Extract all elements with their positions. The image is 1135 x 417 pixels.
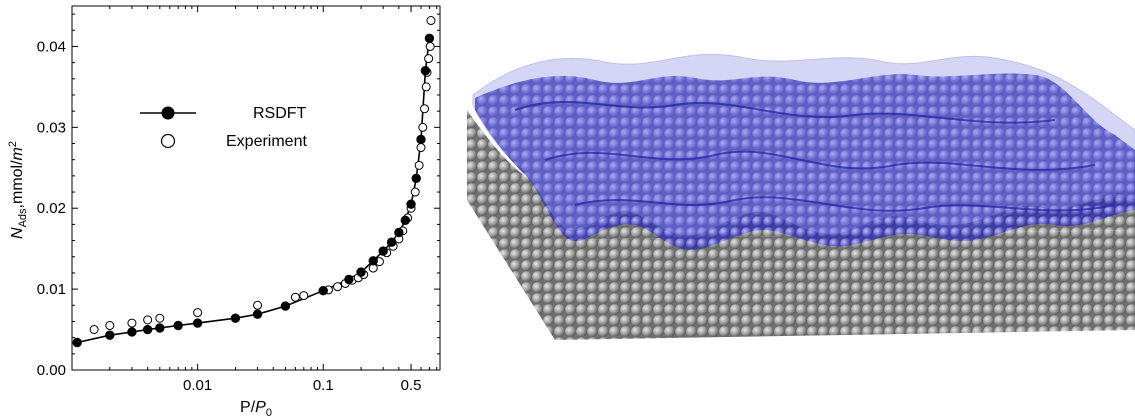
translucent-film	[472, 53, 1135, 237]
film-contour-2	[544, 150, 1096, 171]
rsdft-point	[356, 267, 366, 277]
rsdft-point	[420, 66, 431, 76]
experiment-point	[143, 315, 153, 325]
x-tick-label: 0.01	[183, 377, 212, 394]
experiment-point	[127, 318, 137, 328]
y-axis-title: NAds,mmol/m2	[7, 141, 29, 239]
experiment-point	[425, 41, 435, 51]
experiment-point	[416, 143, 426, 153]
experiment-point	[426, 16, 436, 26]
axis-titles: P/P0 NAds,mmol/m2	[7, 141, 272, 417]
substrate-top-surface	[467, 110, 1135, 241]
experiment-point	[421, 82, 431, 92]
experiment-point	[420, 104, 430, 114]
y-tick-label: 0.01	[37, 281, 66, 298]
rsdft-point	[406, 199, 416, 209]
y-tick-label: 0.02	[37, 200, 66, 217]
experiment-point	[414, 160, 424, 170]
x-tick-label: 0.5	[401, 377, 422, 394]
rsdft-series-line	[77, 38, 431, 344]
rsdft-point	[105, 330, 115, 340]
experiment-point	[105, 321, 115, 331]
rsdft-point	[411, 173, 421, 183]
rsdft-point	[230, 313, 241, 323]
rsdft-point	[386, 237, 397, 247]
x-tick-label: 0.1	[313, 377, 334, 394]
rsdft-point	[400, 215, 411, 226]
experiment-point	[418, 122, 428, 132]
y-tick-label: 0.04	[37, 38, 66, 55]
experiment-point	[253, 300, 263, 310]
rsdft-point	[192, 318, 203, 328]
y-tick-label: 0.00	[37, 362, 66, 379]
experiment-point	[290, 292, 300, 302]
rsdft-point	[416, 134, 426, 145]
experiment-point	[410, 187, 420, 197]
rsdft-point	[280, 301, 291, 311]
rsdft-point	[155, 323, 165, 333]
substrate-left-face	[467, 110, 555, 340]
rsdft-point	[173, 320, 183, 331]
adsorption-isotherm-chart: 0.00 0.01 0.02 0.03 0.04 0.01 0.1 0.5 RSDFT Expe…	[7, 5, 441, 417]
rsdft-point	[252, 309, 263, 319]
rsdft-point	[127, 327, 137, 337]
chart-frame	[71, 5, 441, 371]
rsdft-point	[394, 227, 404, 238]
legend: RSDFT Experiment	[140, 105, 307, 150]
x-axis-title: P/P0	[240, 399, 272, 417]
experiment-point	[333, 282, 343, 292]
rsdft-point	[344, 274, 354, 285]
experiment-point	[155, 313, 165, 323]
legend-rsdft-marker	[161, 106, 175, 120]
legend-experiment-label: Experiment	[226, 133, 307, 150]
rsdft-line-layer	[77, 38, 431, 344]
film-contour-3	[574, 196, 1116, 212]
chart-ticks: 0.00 0.01 0.02 0.03 0.04 0.01 0.1 0.5	[37, 6, 440, 394]
rsdft-point	[318, 286, 328, 296]
surface-rendering	[467, 53, 1135, 340]
rsdft-point	[368, 256, 378, 266]
plot-frame	[71, 5, 441, 371]
experiment-point	[299, 291, 309, 301]
rsdft-point	[378, 246, 388, 256]
experiment-point	[193, 308, 203, 318]
y-tick-label: 0.03	[37, 119, 66, 136]
rsdft-point	[424, 33, 435, 44]
rsdft-point	[142, 324, 153, 335]
substrate-front-face	[555, 230, 1135, 340]
experiment-point	[89, 325, 99, 335]
experiment-point	[424, 54, 434, 64]
legend-rsdft-label: RSDFT	[253, 105, 307, 122]
rsdft-point	[72, 337, 82, 348]
data-points-layer	[72, 16, 436, 348]
film-contour-1	[514, 101, 1056, 124]
legend-experiment-marker	[160, 133, 176, 149]
